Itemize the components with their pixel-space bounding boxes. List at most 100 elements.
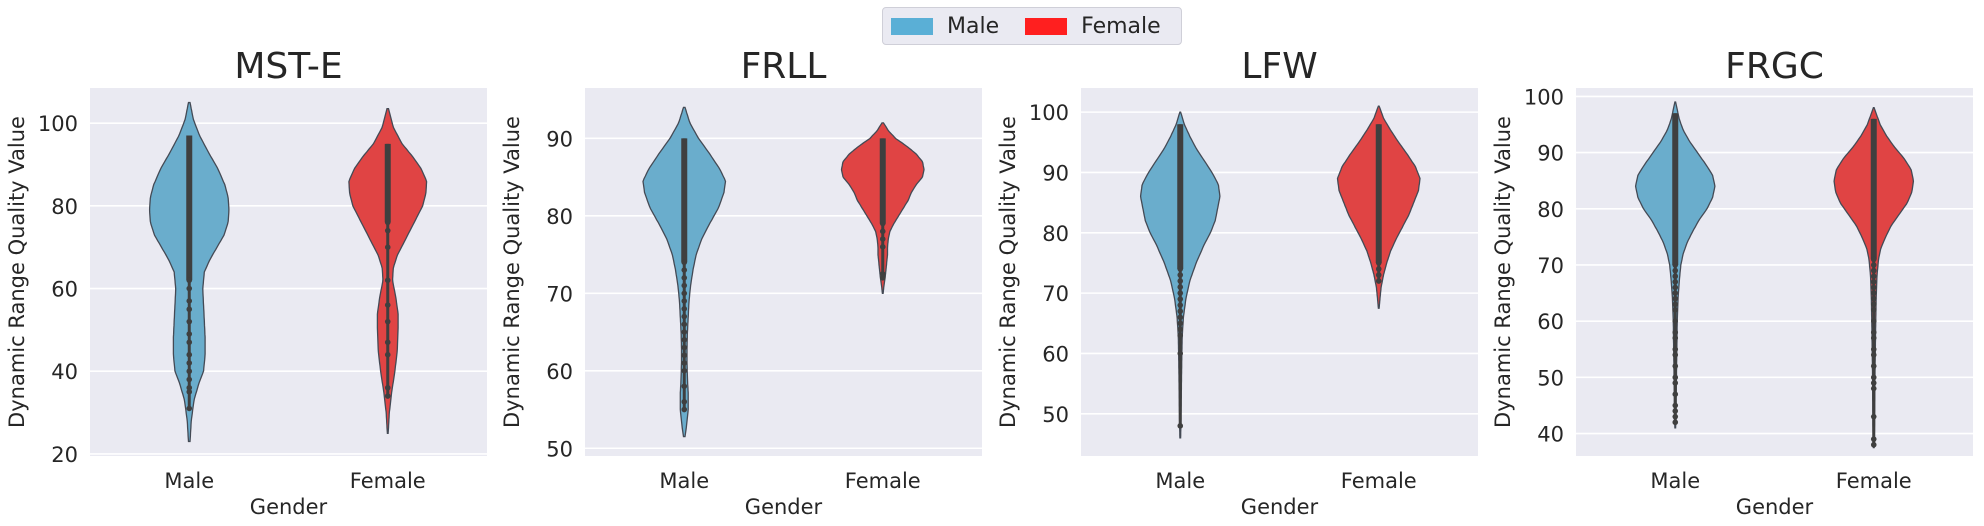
plot-area xyxy=(1576,88,1973,456)
chart-title: FRGC xyxy=(1725,46,1824,87)
outlier-point xyxy=(879,220,886,227)
y-tick-label: 60 xyxy=(546,360,573,384)
outlier-point xyxy=(186,285,193,292)
outlier-point xyxy=(681,360,688,366)
outlier-point xyxy=(1177,284,1184,290)
outlier-point xyxy=(1177,278,1184,284)
outlier-point xyxy=(384,302,391,308)
y-axis-label: Dynamic Range Quality Value xyxy=(1491,116,1515,428)
plot-area xyxy=(90,88,487,456)
outlier-point xyxy=(1870,301,1877,308)
outlier-point xyxy=(1870,318,1877,324)
x-tick-label: Female xyxy=(845,469,921,493)
outlier-point xyxy=(681,321,688,328)
outlier-point xyxy=(1177,423,1184,429)
y-tick-label: 50 xyxy=(546,437,573,461)
panel-frgc: 40 50 60 70 80 90 100 Male Female FRGC Gender Dynam… xyxy=(1491,46,1973,519)
outlier-point xyxy=(1870,290,1877,296)
outlier-point xyxy=(681,275,688,281)
y-tick-label: 70 xyxy=(1042,282,1069,306)
plot-area xyxy=(585,88,982,456)
legend: Male Female xyxy=(882,7,1182,45)
outlier-point xyxy=(681,383,688,390)
chart-title: LFW xyxy=(1241,46,1317,87)
y-tick-label: 100 xyxy=(1029,101,1069,125)
outlier-point xyxy=(186,384,193,391)
outlier-point xyxy=(1672,301,1679,308)
outlier-point xyxy=(1375,278,1382,284)
outlier-point xyxy=(681,259,688,266)
outlier-point xyxy=(1177,332,1184,339)
outlier-point xyxy=(384,244,391,250)
panel-frll: 50 60 70 80 90 Male Female FRLL Gender Dynamic Ra… xyxy=(500,46,982,519)
outlier-point xyxy=(1870,352,1877,358)
outlier-point xyxy=(1870,363,1877,369)
outlier-point xyxy=(879,236,886,242)
y-axis-label: Dynamic Range Quality Value xyxy=(5,116,29,428)
outlier-point xyxy=(681,298,688,304)
outlier-point xyxy=(1177,302,1184,308)
y-tick-label: 90 xyxy=(1537,142,1564,166)
y-tick-label: 90 xyxy=(546,127,573,151)
outlier-point xyxy=(1672,318,1679,324)
outlier-point xyxy=(681,352,688,359)
outlier-point xyxy=(1177,314,1184,321)
y-tick-label: 70 xyxy=(546,282,573,306)
outlier-point xyxy=(681,406,688,413)
outlier-point xyxy=(1672,335,1679,341)
outlier-point xyxy=(1177,326,1184,333)
outlier-point xyxy=(1672,352,1679,358)
outlier-point xyxy=(1870,329,1877,336)
y-tick-label: 80 xyxy=(1042,222,1069,246)
y-tick-label: 80 xyxy=(546,205,573,229)
outlier-point xyxy=(186,368,193,375)
y-tick-label: 50 xyxy=(1042,403,1069,427)
outlier-point xyxy=(1672,284,1679,291)
outlier-point xyxy=(1672,419,1679,426)
x-tick-label: Female xyxy=(350,469,426,493)
outlier-point xyxy=(186,339,193,346)
outlier-point xyxy=(384,339,391,346)
outlier-point xyxy=(186,405,193,412)
outlier-point xyxy=(681,398,688,405)
outlier-point xyxy=(879,244,886,250)
x-axis-label: Gender xyxy=(250,495,328,519)
y-tick-label: 50 xyxy=(1537,366,1564,390)
outlier-point xyxy=(1870,284,1877,291)
outlier-point xyxy=(1177,350,1184,357)
y-tick-label: 60 xyxy=(1042,342,1069,366)
y-tick-label: 60 xyxy=(51,278,78,302)
outlier-point xyxy=(1177,266,1184,272)
outlier-point xyxy=(1672,346,1679,353)
outlier-point xyxy=(681,329,688,335)
x-tick-label: Female xyxy=(1341,469,1417,493)
outlier-point xyxy=(1870,380,1877,386)
outlier-point xyxy=(384,277,391,284)
y-axis-label: Dynamic Range Quality Value xyxy=(500,116,524,428)
y-tick-label: 40 xyxy=(1537,423,1564,447)
outlier-point xyxy=(1870,441,1877,448)
outlier-point xyxy=(1870,295,1877,302)
outlier-point xyxy=(1375,266,1382,272)
outlier-point xyxy=(186,298,193,304)
outlier-point xyxy=(186,376,193,383)
outlier-point xyxy=(1177,296,1184,302)
outlier-point xyxy=(681,267,688,273)
x-tick-label: Male xyxy=(1650,469,1700,493)
outlier-point xyxy=(384,384,391,391)
y-tick-label: 80 xyxy=(51,195,78,219)
outlier-point xyxy=(384,318,391,325)
legend-item-female: Female xyxy=(1025,14,1161,39)
y-tick-label: 90 xyxy=(1042,161,1069,185)
y-tick-label: 100 xyxy=(1524,85,1564,109)
x-axis-label: Gender xyxy=(1241,495,1319,519)
outlier-point xyxy=(1177,320,1184,327)
y-tick-label: 40 xyxy=(51,360,78,384)
legend-swatch-female xyxy=(1025,17,1068,35)
y-axis-label: Dynamic Range Quality Value xyxy=(996,116,1020,428)
outlier-point xyxy=(1870,346,1877,353)
outlier-point xyxy=(1672,402,1679,409)
outlier-point xyxy=(1375,260,1382,266)
x-tick-label: Female xyxy=(1836,469,1912,493)
